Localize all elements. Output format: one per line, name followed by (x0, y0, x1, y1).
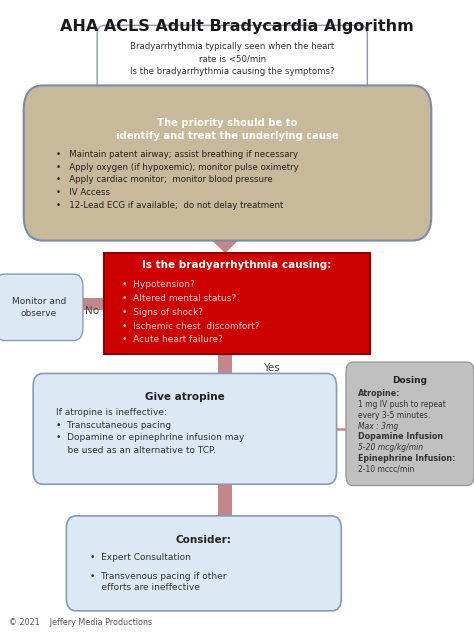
Polygon shape (73, 292, 81, 316)
Text: AHA ACLS Adult Bradycardia Algorithm: AHA ACLS Adult Bradycardia Algorithm (60, 19, 414, 34)
Text: •  Acute heart failure?: • Acute heart failure? (122, 335, 223, 344)
Text: Consider:: Consider: (176, 535, 232, 545)
FancyBboxPatch shape (218, 472, 232, 516)
Text: 5-20 mcg/kg/min: 5-20 mcg/kg/min (358, 443, 423, 452)
Text: Give atropine: Give atropine (145, 392, 225, 403)
FancyBboxPatch shape (0, 274, 83, 341)
FancyBboxPatch shape (66, 516, 341, 611)
Text: Dosing: Dosing (392, 376, 428, 385)
Polygon shape (212, 373, 238, 386)
Text: Yes: Yes (263, 363, 280, 373)
FancyBboxPatch shape (97, 25, 367, 92)
Text: Dopamine Infusion: Dopamine Infusion (358, 432, 443, 441)
FancyBboxPatch shape (81, 298, 104, 310)
Text: Bradyarrhythmia typically seen when the heart
rate is <50/min
Is the bradyarrhyt: Bradyarrhythmia typically seen when the … (130, 42, 335, 75)
Text: Max : 3mg: Max : 3mg (358, 422, 398, 430)
Text: The priority should be to
identify and treat the underlying cause: The priority should be to identify and t… (116, 118, 339, 141)
Text: Monitor and
observe: Monitor and observe (12, 297, 66, 318)
Text: No: No (85, 306, 100, 316)
Text: If atropine is ineffective:
•  Transcutaneous pacing
•  Dopamine or epinephrine : If atropine is ineffective: • Transcutan… (56, 408, 244, 455)
Text: •   IV Access: • IV Access (56, 188, 110, 197)
Text: •   Apply cardiac monitor;  monitor blood pressure: • Apply cardiac monitor; monitor blood p… (56, 175, 273, 184)
Text: •   Apply oxygen (if hypoxemic); monitor pulse oximetry: • Apply oxygen (if hypoxemic); monitor p… (56, 163, 299, 172)
Text: © 2021    Jeffery Media Productions: © 2021 Jeffery Media Productions (9, 618, 153, 627)
FancyBboxPatch shape (218, 354, 232, 373)
FancyBboxPatch shape (218, 82, 232, 98)
Text: •  Ischemic chest  discomfort?: • Ischemic chest discomfort? (122, 322, 260, 330)
Text: •  Hypotension?: • Hypotension? (122, 280, 195, 289)
Polygon shape (212, 98, 238, 111)
Text: 1 mg IV push to repeat: 1 mg IV push to repeat (358, 400, 446, 409)
Text: •  Expert Consultation: • Expert Consultation (90, 553, 191, 561)
Polygon shape (212, 516, 238, 529)
Text: •  Altered mental status?: • Altered mental status? (122, 294, 237, 303)
Text: 2-10 mccc/min: 2-10 mccc/min (358, 465, 414, 473)
Text: •   Maintain patent airway; assist breathing if necessary: • Maintain patent airway; assist breathi… (56, 150, 298, 159)
FancyBboxPatch shape (24, 85, 431, 241)
Text: •   12-Lead ECG if available;  do not delay treatment: • 12-Lead ECG if available; do not delay… (56, 201, 283, 210)
Text: Is the bradyarrhythmia causing:: Is the bradyarrhythmia causing: (142, 260, 332, 270)
FancyBboxPatch shape (33, 373, 337, 484)
Text: Epinephrine Infusion:: Epinephrine Infusion: (358, 454, 455, 463)
Text: •  Signs of shock?: • Signs of shock? (122, 308, 203, 316)
Text: •  Transvenous pacing if other
    efforts are ineffective: • Transvenous pacing if other efforts ar… (90, 572, 227, 592)
Text: every 3-5 minutes.: every 3-5 minutes. (358, 411, 430, 420)
FancyBboxPatch shape (104, 253, 370, 354)
Text: Atropine:: Atropine: (358, 389, 401, 398)
FancyBboxPatch shape (218, 215, 232, 241)
Polygon shape (212, 241, 238, 253)
FancyBboxPatch shape (346, 362, 474, 486)
